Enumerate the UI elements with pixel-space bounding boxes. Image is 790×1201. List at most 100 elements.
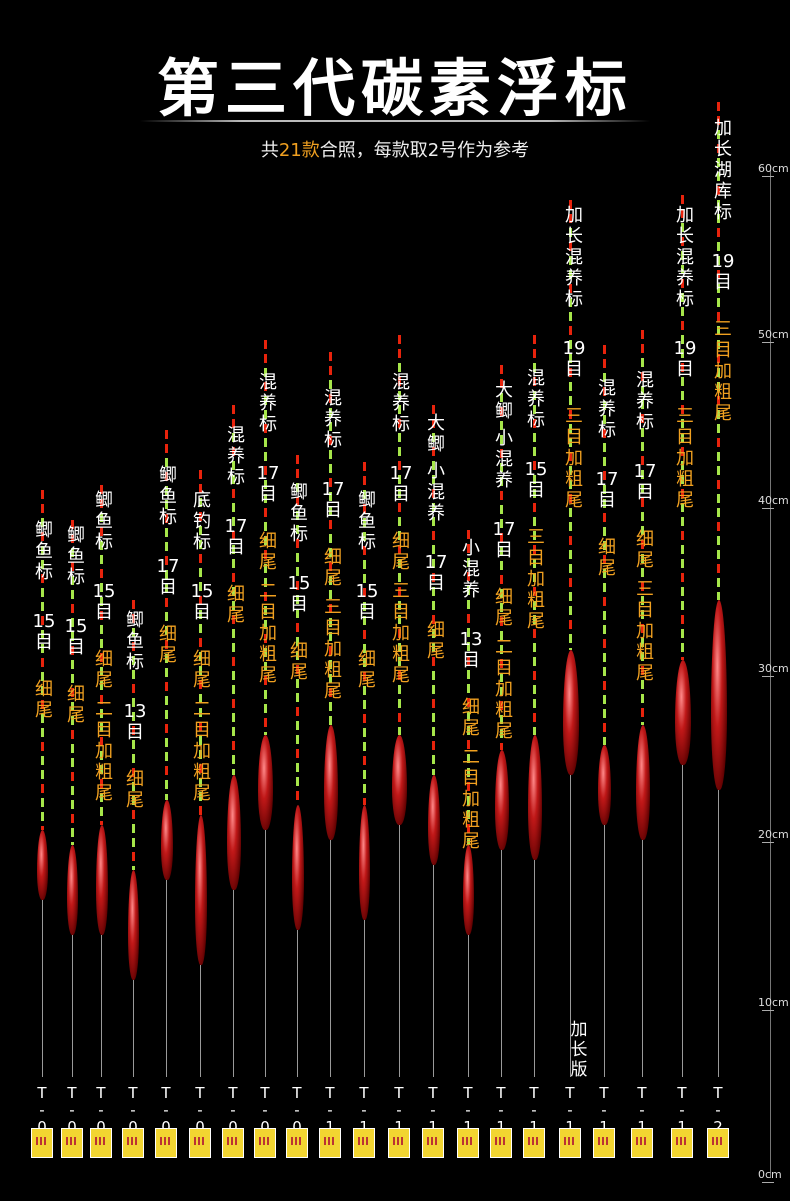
package-box	[222, 1128, 244, 1158]
float-eyes-text: 15 目	[92, 581, 116, 623]
float-eyes-text: 17 目	[595, 469, 619, 511]
package-box	[671, 1128, 693, 1158]
package-box	[559, 1128, 581, 1158]
float-tail-text: 细尾	[462, 697, 480, 739]
float-eyes-text: 15 目	[64, 616, 88, 658]
ruler-line	[770, 170, 771, 1178]
float-tail-text: 二目加粗尾	[95, 699, 113, 804]
float-antenna	[329, 352, 332, 725]
float-stem	[718, 790, 719, 1077]
float-body	[463, 845, 474, 935]
float-eyes-text: 17 目	[321, 479, 345, 521]
float-type-text: 混养标	[527, 368, 545, 431]
package-box	[155, 1128, 177, 1158]
float-label: 鲫鱼标 15 目细尾	[355, 490, 379, 699]
float-antenna	[533, 335, 536, 735]
float-type-text: 混养标	[392, 372, 410, 435]
float-type-text: 鲫鱼标	[290, 482, 308, 545]
float-antenna	[681, 195, 684, 660]
float-label: 加长混养标 19 目三目加粗尾	[562, 205, 586, 519]
float-eyes-text: 19 目	[562, 338, 586, 380]
ruler-tick-label: 30cm	[758, 662, 789, 675]
float-stem	[200, 965, 201, 1077]
float-body	[674, 660, 691, 765]
float-eyes-text: 15 目	[355, 581, 379, 623]
float-tail-text: 三目加粗尾	[636, 579, 654, 684]
package-box	[707, 1128, 729, 1158]
float-stem	[642, 840, 643, 1077]
float-type-text: 鲫鱼标	[35, 520, 53, 583]
float-stem	[570, 775, 571, 1077]
ruler-tick-label: 20cm	[758, 828, 789, 841]
float-type-text: 鲫鱼标	[126, 610, 144, 673]
package-box	[122, 1128, 144, 1158]
float-eyes-text: 15 目	[190, 581, 214, 623]
float-tail-text: 二目加粗尾	[193, 699, 211, 804]
title-divider	[140, 120, 650, 122]
float-label: 鲫鱼标 15 目细尾	[64, 525, 88, 734]
float-stem	[166, 880, 167, 1077]
float-label: 小混养 13 目细尾二目加粗尾	[459, 538, 483, 860]
package-box	[31, 1128, 53, 1158]
float-type-text: 加长混养标	[676, 205, 694, 310]
float-antenna	[132, 600, 135, 870]
float-body	[359, 805, 370, 920]
float-eyes-text: 17 目	[424, 552, 448, 594]
float-body	[635, 725, 650, 840]
float-stem	[433, 865, 434, 1077]
float-antenna	[264, 340, 267, 735]
float-eyes-text: 17 目	[256, 463, 280, 505]
float-type-text: 鲫鱼标	[358, 490, 376, 553]
package-box	[90, 1128, 112, 1158]
float-type-text: 小混养	[462, 538, 480, 601]
float-tail-text: 细尾	[598, 537, 616, 579]
float-label: 鲫鱼标 15 目细尾	[32, 520, 56, 729]
float-eyes-text: 15 目	[32, 611, 56, 653]
float-antenna	[232, 405, 235, 775]
float-antenna	[603, 345, 606, 745]
ruler-tick	[762, 676, 774, 677]
float-label: 大鲫小混养 17 目细尾二目加粗尾	[492, 380, 516, 750]
float-label: 底钓标 15 目细尾二目加粗尾	[190, 490, 214, 812]
float-antenna	[467, 530, 470, 845]
ruler-tick-label: 40cm	[758, 494, 789, 507]
package-box	[490, 1128, 512, 1158]
ruler-tick	[762, 176, 774, 177]
float-type-text: 混养标	[259, 372, 277, 435]
package-box	[254, 1128, 276, 1158]
float-type-text: 大鲫	[495, 380, 513, 422]
float-eyes-text: 15 目	[287, 573, 311, 615]
float-body	[710, 600, 727, 790]
float-antenna	[71, 520, 74, 845]
float-body	[598, 745, 611, 825]
float-body	[494, 750, 509, 850]
float-label: 混养标 17 目细尾	[595, 378, 619, 587]
float-antenna	[717, 102, 720, 600]
float-label: 大鲫小混养 17 目细尾	[424, 413, 448, 670]
float-body	[562, 650, 579, 775]
float-body	[67, 845, 78, 935]
float-type-text: 混养标	[598, 378, 616, 441]
float-label: 鲫鱼标 15 目细尾	[287, 482, 311, 691]
float-tail-text: 细尾	[392, 531, 410, 573]
float-body	[323, 725, 338, 840]
float-tail-text: 细尾	[227, 584, 245, 626]
package-box	[593, 1128, 615, 1158]
ruler-tick-label: 60cm	[758, 162, 789, 175]
float-tail-text: 二目加粗尾	[495, 637, 513, 742]
float-tail-text: 三目加粗尾	[324, 597, 342, 702]
float-label: 混养标 15 目三目加粗尾	[524, 368, 548, 640]
float-stem	[604, 825, 605, 1077]
subtitle: 共21款合照，每款取2号作为参考	[0, 136, 790, 162]
float-label: 鲫鱼标 17 目细尾	[156, 465, 180, 674]
float-antenna	[165, 430, 168, 800]
float-tail-text: 三目加粗尾	[565, 406, 583, 511]
float-tail-text: 细尾	[495, 587, 513, 629]
float-body	[226, 775, 241, 890]
subtitle-pre: 共	[260, 140, 279, 161]
float-label: 混养标 17 目细尾三目加粗尾	[389, 372, 413, 694]
float-body	[392, 735, 407, 825]
float-antenna	[432, 405, 435, 775]
package-box	[422, 1128, 444, 1158]
